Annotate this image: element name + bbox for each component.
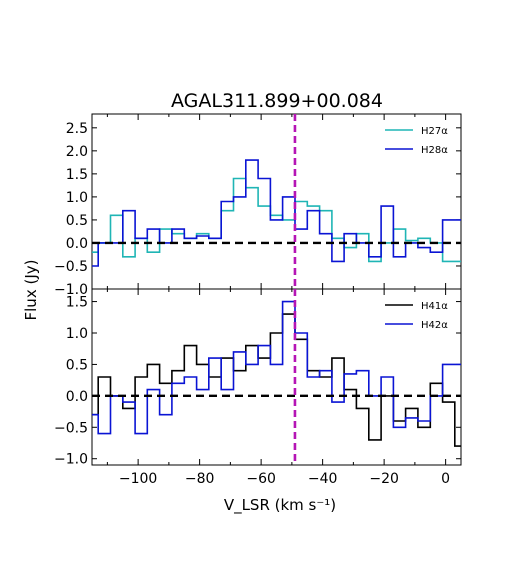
top-ytick-label: 2.0: [66, 144, 88, 160]
bottom-ytick-label: −1.0: [54, 452, 88, 468]
top-ytick-label: 1.5: [66, 167, 88, 183]
y-axis-label: Flux (Jy): [22, 260, 40, 321]
xtick-label: −60: [246, 471, 276, 487]
bottom-ytick-label: 1.0: [66, 326, 88, 342]
top-ytick-label: 2.5: [66, 121, 88, 137]
top-panel-ticks: −1.0 −0.5 0.0 0.5 1.0 1.5 2.0 2.5: [54, 114, 461, 298]
bottom-series-2-line: [92, 300, 461, 435]
top-ytick-label: −0.5: [54, 259, 88, 275]
bottom-panel-frame: [91, 288, 462, 466]
top-panel-frame: [91, 113, 462, 290]
chart-title: AGAL311.899+00.084: [171, 90, 383, 112]
bottom-panel-series: [92, 289, 461, 465]
top-legend-label: H28α: [421, 145, 448, 156]
x-axis-label: V_LSR (km s⁻¹): [224, 496, 336, 515]
bottom-panel: −1.0 −0.5 0.0 0.5 1.0 1.5 −100 −80 −60 −40 −20 0 H4…: [54, 288, 462, 487]
bottom-ytick-label: 1.5: [66, 295, 88, 311]
bottom-ytick-label: 0.5: [66, 357, 88, 373]
xtick-label: 0: [441, 471, 450, 487]
top-series-2-line: [92, 159, 461, 267]
top-legend-label: H27α: [421, 126, 448, 137]
bottom-legend-label: H42α: [421, 320, 448, 331]
top-panel-legend: H27α H28α: [385, 126, 448, 156]
bottom-ytick-label: 0.0: [66, 389, 88, 405]
bottom-panel-ticks: −1.0 −0.5 0.0 0.5 1.0 1.5 −100 −80 −60 −40 −20 0: [54, 289, 461, 487]
top-panel-series: [92, 114, 461, 289]
top-ytick-label: 1.0: [66, 190, 88, 206]
bottom-panel-legend: H41α H42α: [385, 301, 448, 331]
top-ytick-label: 0.5: [66, 213, 88, 229]
xtick-label: −20: [369, 471, 399, 487]
bottom-series-1-line: [92, 313, 461, 447]
xtick-label: −80: [185, 471, 215, 487]
xtick-label: −100: [119, 471, 157, 487]
bottom-legend-label: H41α: [421, 301, 448, 312]
xtick-label: −40: [308, 471, 338, 487]
top-ytick-label: 0.0: [66, 236, 88, 252]
bottom-ytick-label: −0.5: [54, 420, 88, 436]
top-ytick-label: −1.0: [54, 282, 88, 298]
top-panel: −1.0 −0.5 0.0 0.5 1.0 1.5 2.0 2.5 H27α H28α: [54, 113, 462, 298]
